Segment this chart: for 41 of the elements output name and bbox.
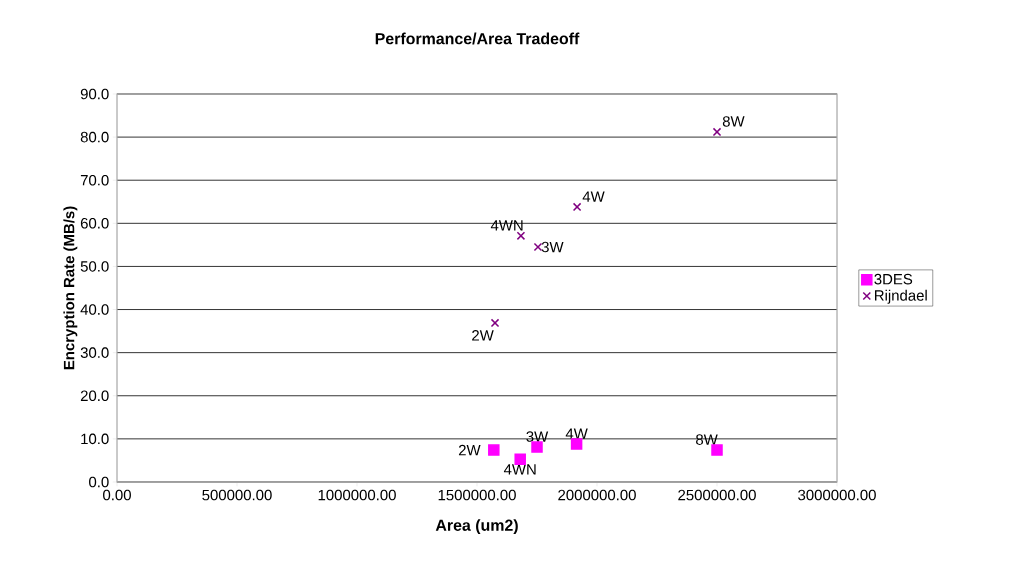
point [531, 441, 543, 453]
point [712, 127, 722, 137]
y-tick-label: 50.0 [80, 261, 109, 272]
annotation: 4W [565, 428, 588, 439]
annotation: 8W [722, 116, 745, 127]
x-tick-label: 1000000.00 [318, 489, 396, 501]
legend-label: Rijndael [875, 289, 927, 304]
y-tick-label: 90.0 [80, 88, 109, 100]
y-tick-label: 40.0 [80, 304, 109, 315]
x-axis-title: Area (um2) [435, 519, 518, 535]
annotation: 8W [696, 434, 718, 445]
y-tick-label: 10.0 [81, 433, 109, 445]
annotation: 4W [582, 191, 605, 202]
legend-label: 3DES [874, 273, 913, 285]
point [514, 453, 526, 465]
y-tick-label: 20.0 [80, 390, 109, 402]
y-tick-label: 60.0 [80, 218, 109, 229]
annotation: 3W [526, 431, 549, 442]
point [516, 231, 526, 241]
point [572, 202, 582, 212]
annotation: 3W [541, 241, 564, 253]
y-tick-label: 30.0 [80, 347, 109, 358]
point [490, 318, 500, 328]
point [570, 438, 583, 450]
annotation: 2W [458, 444, 481, 456]
x-tick-label: 3000000.00 [798, 489, 876, 501]
point [711, 444, 723, 456]
annotation: 2W [472, 330, 494, 341]
annotation: 4WN [503, 464, 536, 475]
x-tick-label: 500000.00 [202, 489, 272, 501]
y-axis-title: Encryption Rate (MB/s) [63, 206, 78, 370]
point [488, 444, 500, 456]
y-tick-label: 0.0 [89, 476, 109, 488]
x-tick-label: 1500000.00 [438, 489, 516, 501]
x-tick-label: 0.00 [103, 489, 131, 501]
x-tick-label: 2500000.00 [678, 489, 756, 501]
chart-title: Performance/Area Tradeoff [375, 32, 580, 45]
x-tick-label: 2000000.00 [558, 489, 636, 501]
y-tick-label: 70.0 [80, 174, 109, 186]
point [533, 242, 543, 252]
y-tick-label: 80.0 [80, 131, 109, 143]
